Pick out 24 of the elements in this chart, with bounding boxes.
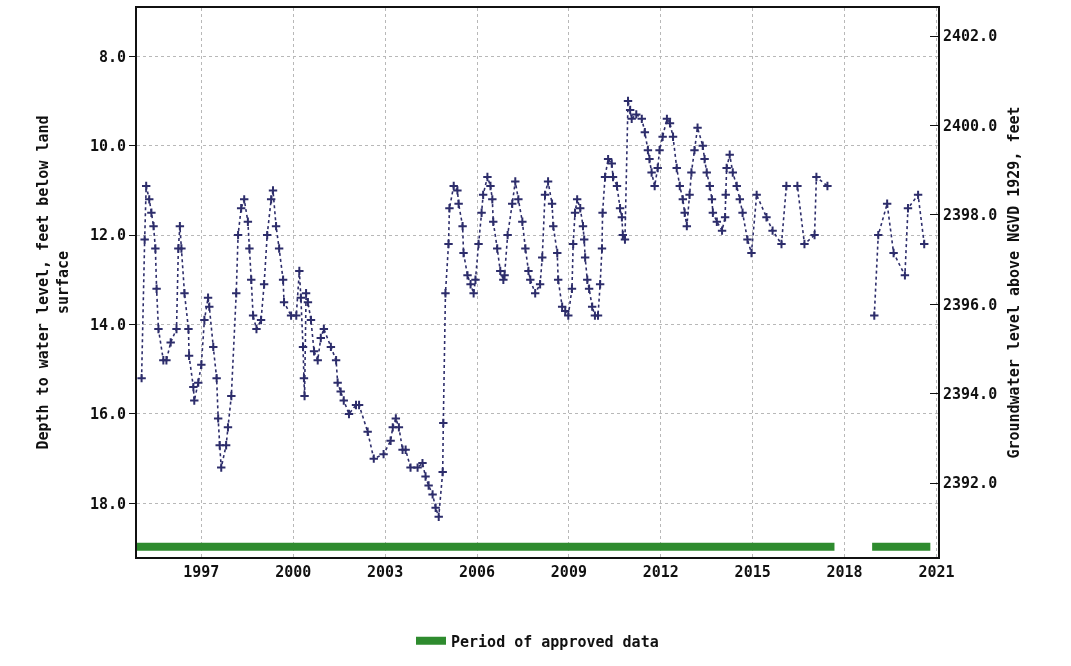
y-tick-label: 18.0 [89, 494, 126, 513]
y2-tick-label: 2398.0 [943, 206, 998, 225]
x-tick-label: 2006 [458, 563, 496, 581]
y-tick-label: 16.0 [89, 405, 126, 424]
y2-tick-label: 2392.0 [943, 474, 998, 493]
y-tick-label: 12.0 [89, 226, 126, 245]
y2-axis-title: Groundwater level above NGVD 1929, feet [1004, 106, 1023, 459]
y2-tick-label: 2396.0 [943, 295, 998, 314]
y2-tick-label: 2400.0 [943, 116, 998, 135]
x-tick-label: 2012 [642, 563, 679, 581]
y2-tick-label: 2402.0 [943, 27, 998, 46]
y-tick-label: 10.0 [89, 136, 126, 155]
legend-label: Period of approved data [451, 632, 659, 651]
x-tick-label: 2003 [367, 563, 404, 581]
x-tick-label: 2000 [275, 563, 312, 581]
y-axis-title: Depth to water level, feet below land surface [34, 115, 72, 450]
x-tick-label: 2015 [734, 563, 771, 581]
x-tick-label: 1997 [183, 563, 220, 581]
y-tick-label: 14.0 [89, 315, 126, 334]
x-tick-label: 2018 [826, 563, 863, 581]
x-tick-label: 2021 [918, 563, 955, 581]
y-tick-label: 8.0 [98, 47, 126, 66]
y2-tick-label: 2394.0 [943, 385, 998, 404]
x-tick-label: 2009 [550, 563, 587, 581]
